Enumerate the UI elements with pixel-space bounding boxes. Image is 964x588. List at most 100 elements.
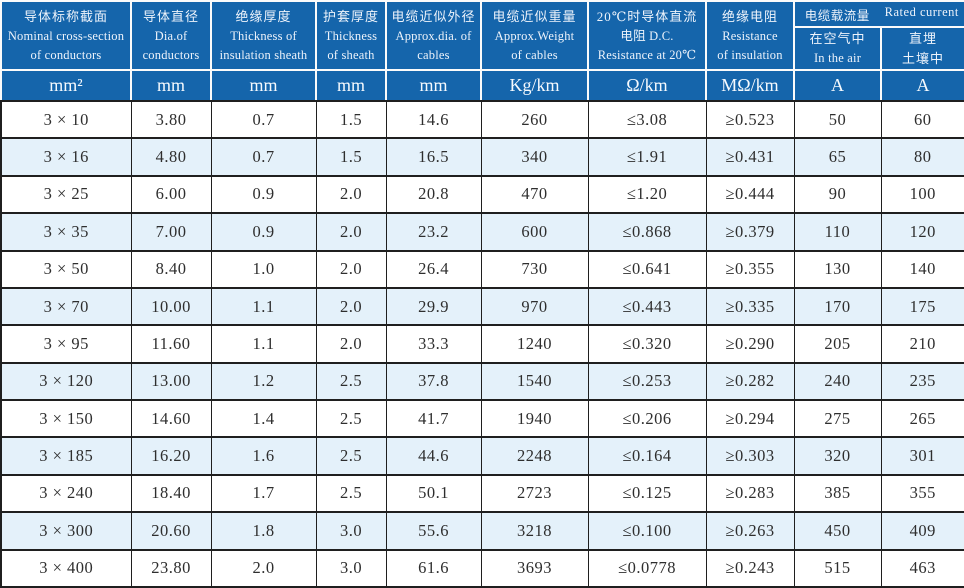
header-label-en: Dia.of xyxy=(154,28,188,43)
table-cell: 463 xyxy=(880,548,964,588)
table-row: 3 × 400 23.80 2.0 3.0 61.6 3693 ≤0.0778 ≥0.243 5… xyxy=(0,548,964,588)
table-row: 3 × 185 16.20 1.6 2.5 44.6 2248 ≤0.164 ≥0.303 32… xyxy=(0,436,964,476)
table-cell: ≤0.125 xyxy=(587,473,707,514)
table-cell: ≥0.523 xyxy=(705,99,795,140)
header-label-en: cables xyxy=(417,47,450,62)
table-cell: 100 xyxy=(880,174,964,215)
header-label-en: Resistance xyxy=(722,28,778,43)
table-cell: 50.1 xyxy=(385,473,482,514)
table-cell: 1.8 xyxy=(210,511,317,551)
table-row: 3 × 300 20.60 1.8 3.0 55.6 3218 ≤0.100 ≥0.263 45… xyxy=(0,511,964,551)
table-cell: 3 × 70 xyxy=(0,286,132,327)
table-cell: 355 xyxy=(880,473,964,514)
table-cell: 14.6 xyxy=(385,99,482,140)
table-cell: ≥0.282 xyxy=(705,361,795,402)
table-cell: 26.4 xyxy=(385,249,482,289)
table-cell: 41.7 xyxy=(385,398,482,439)
unit-dia: mm xyxy=(130,69,212,102)
rated-current-group-labels: 电缆载流量 Rated current xyxy=(795,5,964,24)
header-label-en: Resistance at 20℃ xyxy=(597,47,697,62)
header-label-en: of insulation xyxy=(717,47,783,62)
table-cell: 3 × 150 xyxy=(0,398,132,439)
table-cell: 6.00 xyxy=(130,174,212,215)
table-cell: 3 × 35 xyxy=(0,212,132,252)
table-cell: ≤0.320 xyxy=(587,324,707,364)
table-cell: ≥0.263 xyxy=(705,511,795,551)
table-cell: 265 xyxy=(880,398,964,439)
table-cell: ≥0.243 xyxy=(705,548,795,588)
unit-sheath: mm xyxy=(315,69,387,102)
header-insulation-resistance: 绝缘电阻 Resistance of insulation xyxy=(705,0,795,71)
header-dia-of-conductors: 导体直径 Dia.of conductors xyxy=(130,0,212,71)
table-cell: 2.5 xyxy=(315,398,387,439)
table-cell: 90 xyxy=(793,174,882,215)
table-cell: 730 xyxy=(480,249,589,289)
table-cell: 340 xyxy=(480,137,589,177)
table-cell: 8.40 xyxy=(130,249,212,289)
header-label-en: Nominal cross-section xyxy=(7,28,125,43)
table-cell: 14.60 xyxy=(130,398,212,439)
table-cell: 3 × 300 xyxy=(0,511,132,551)
header-label-zh: 绝缘厚度 xyxy=(235,8,292,24)
table-cell: 1940 xyxy=(480,398,589,439)
unit-cross-section: mm² xyxy=(0,69,132,102)
header-label-zh: 电缆近似重量 xyxy=(492,8,577,24)
table-cell: 0.7 xyxy=(210,99,317,140)
table-cell: ≤3.08 xyxy=(587,99,707,140)
table-cell: 240 xyxy=(793,361,882,402)
header-approx-dia: 电缆近似外径 Approx.dia. of cables xyxy=(385,0,482,71)
table-cell: 130 xyxy=(793,249,882,289)
table-cell: 23.80 xyxy=(130,548,212,588)
table-cell: 0.9 xyxy=(210,212,317,252)
table-cell: 20.8 xyxy=(385,174,482,215)
unit-dc-resistance: Ω/km xyxy=(587,69,707,102)
header-row-units: mm² mm mm mm mm Kg/km Ω/km MΩ/km A A xyxy=(0,69,964,102)
table-cell: 55.6 xyxy=(385,511,482,551)
table-cell: 470 xyxy=(480,174,589,215)
table-cell: ≤0.164 xyxy=(587,436,707,476)
table-cell: 3218 xyxy=(480,511,589,551)
table-cell: ≤1.20 xyxy=(587,174,707,215)
table-cell: 23.2 xyxy=(385,212,482,252)
table-row: 3 × 240 18.40 1.7 2.5 50.1 2723 ≤0.125 ≥0.283 38… xyxy=(0,473,964,514)
header-label-en: In the air xyxy=(813,51,862,65)
table-cell: 275 xyxy=(793,398,882,439)
table-cell: 301 xyxy=(880,436,964,476)
header-label-en: of cables xyxy=(511,47,558,62)
table-cell: 33.3 xyxy=(385,324,482,364)
header-approx-weight: 电缆近似重量 Approx.Weight of cables xyxy=(480,0,589,71)
header-sheath-thickness: 护套厚度 Thickness of sheath xyxy=(315,0,387,71)
table-cell: 2.5 xyxy=(315,473,387,514)
table-cell: 0.7 xyxy=(210,137,317,177)
table-cell: 50 xyxy=(793,99,882,140)
table-cell: 3 × 400 xyxy=(0,548,132,588)
table-cell: 2.0 xyxy=(315,286,387,327)
table-row: 3 × 10 3.80 0.7 1.5 14.6 260 ≤3.08 ≥0.523 50 60 xyxy=(0,99,964,140)
table-cell: 170 xyxy=(793,286,882,327)
table-cell: 13.00 xyxy=(130,361,212,402)
table-cell: ≤0.100 xyxy=(587,511,707,551)
header-rated-current-group: 电缆载流量 Rated current xyxy=(792,0,964,28)
table-cell: 10.00 xyxy=(130,286,212,327)
header-label-zh: 电缆近似外径 xyxy=(391,8,476,24)
table-cell: 3 × 50 xyxy=(0,249,132,289)
table-cell: 600 xyxy=(480,212,589,252)
table-cell: 3.80 xyxy=(130,99,212,140)
header-label-zh: 导体直径 xyxy=(142,8,199,24)
table-cell: 3693 xyxy=(480,548,589,588)
header-label-zh: 导体标称截面 xyxy=(23,8,108,24)
table-cell: 3 × 25 xyxy=(0,174,132,215)
header-label-zh: 在空气中 xyxy=(809,31,866,46)
unit-current-buried: A xyxy=(879,69,964,102)
table-cell: 0.9 xyxy=(210,174,317,215)
unit-weight: Kg/km xyxy=(480,69,589,102)
table-cell: ≤0.253 xyxy=(587,361,707,402)
table-cell: 4.80 xyxy=(130,137,212,177)
table-cell: 2.0 xyxy=(315,249,387,289)
table-cell: ≥0.444 xyxy=(705,174,795,215)
table-cell: 7.00 xyxy=(130,212,212,252)
table-row: 3 × 16 4.80 0.7 1.5 16.5 340 ≤1.91 ≥0.431 65 80 xyxy=(0,137,964,177)
table-cell: 210 xyxy=(880,324,964,364)
table-row: 3 × 70 10.00 1.1 2.0 29.9 970 ≤0.443 ≥0.335 170 1… xyxy=(0,286,964,327)
